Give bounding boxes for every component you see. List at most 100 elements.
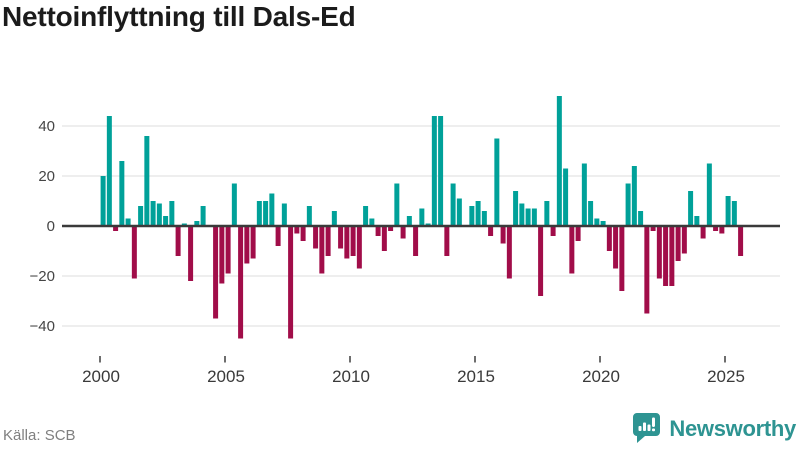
positive-bar xyxy=(119,161,125,226)
negative-bar xyxy=(619,226,625,291)
positive-bar xyxy=(513,191,519,226)
positive-bar xyxy=(594,218,600,226)
negative-bar xyxy=(188,226,194,281)
x-axis-tick-label: 2025 xyxy=(707,367,745,386)
positive-bar xyxy=(150,201,156,226)
negative-bar xyxy=(606,226,612,251)
negative-bar xyxy=(219,226,225,284)
positive-bar xyxy=(363,206,369,226)
positive-bar xyxy=(144,136,150,226)
negative-bar xyxy=(538,226,544,296)
positive-bar xyxy=(419,208,425,226)
positive-bar xyxy=(588,201,594,226)
source-note: Källa: SCB xyxy=(3,427,76,444)
x-axis-tick-label: 2015 xyxy=(457,367,495,386)
negative-bar xyxy=(613,226,619,269)
speech-bubble-shape xyxy=(633,413,661,443)
negative-bar xyxy=(656,226,662,279)
positive-bar xyxy=(688,191,694,226)
positive-bar xyxy=(438,116,444,226)
negative-bar xyxy=(675,226,681,261)
negative-bar xyxy=(350,226,356,256)
y-axis-tick-label: −40 xyxy=(30,318,55,335)
positive-bar xyxy=(556,96,562,226)
positive-bar xyxy=(231,183,237,226)
y-axis-tick-label: 40 xyxy=(38,118,55,135)
negative-bar xyxy=(738,226,744,256)
negative-bar xyxy=(213,226,219,319)
positive-bar xyxy=(106,116,112,226)
positive-bar xyxy=(694,216,700,226)
y-axis-tick-label: −20 xyxy=(30,268,55,285)
positive-bar xyxy=(544,201,550,226)
positive-bar xyxy=(581,163,587,226)
positive-bar xyxy=(125,218,131,226)
positive-bar xyxy=(394,183,400,226)
mini-bar-chart-glyph xyxy=(638,417,656,432)
brand-logo: Newsworthy xyxy=(632,412,796,445)
negative-bar xyxy=(388,226,394,231)
positive-bar xyxy=(519,203,525,226)
positive-bar xyxy=(169,201,175,226)
negative-bar xyxy=(669,226,675,286)
negative-bar xyxy=(288,226,294,339)
positive-bar xyxy=(706,163,712,226)
positive-bar xyxy=(263,201,269,226)
negative-bar xyxy=(719,226,725,234)
negative-bar xyxy=(663,226,669,286)
positive-bar xyxy=(194,221,200,226)
positive-bar xyxy=(369,218,375,226)
x-axis-tick-label: 2005 xyxy=(207,367,245,386)
negative-bar xyxy=(444,226,450,256)
positive-bar xyxy=(456,198,462,226)
negative-bar xyxy=(713,226,719,231)
y-axis-tick-label: 0 xyxy=(47,218,55,235)
positive-bar xyxy=(431,116,437,226)
positive-bar xyxy=(531,208,537,226)
positive-bar xyxy=(631,166,637,226)
positive-bar xyxy=(256,201,262,226)
negative-bar xyxy=(238,226,244,339)
positive-bar xyxy=(481,211,487,226)
negative-bar xyxy=(113,226,119,231)
positive-bar xyxy=(163,216,169,226)
positive-bar xyxy=(269,193,275,226)
negative-bar xyxy=(575,226,581,241)
negative-bar xyxy=(650,226,656,231)
positive-bar xyxy=(525,208,531,226)
negative-bar xyxy=(294,226,300,234)
negative-bar xyxy=(250,226,256,259)
negative-bar xyxy=(550,226,556,236)
positive-bar xyxy=(281,203,287,226)
negative-bar xyxy=(313,226,319,249)
positive-bar xyxy=(450,183,456,226)
negative-bar xyxy=(344,226,350,259)
negative-bar xyxy=(506,226,512,279)
negative-bar xyxy=(381,226,387,251)
negative-bar xyxy=(131,226,137,279)
positive-bar xyxy=(494,138,500,226)
negative-bar xyxy=(500,226,506,244)
x-axis-tick-label: 2000 xyxy=(82,367,120,386)
positive-bar xyxy=(475,201,481,226)
negative-bar xyxy=(275,226,281,246)
y-axis-tick-label: 20 xyxy=(38,168,55,185)
brand-name: Newsworthy xyxy=(669,415,796,441)
chart-title: Nettoinflyttning till Dals-Ed xyxy=(2,1,356,32)
positive-bar xyxy=(725,196,731,226)
negative-bar xyxy=(319,226,325,274)
positive-bar xyxy=(331,211,337,226)
negative-bar xyxy=(244,226,250,264)
positive-bar xyxy=(406,216,412,226)
negative-bar xyxy=(325,226,331,256)
negative-bar xyxy=(644,226,650,314)
positive-bar xyxy=(100,176,106,226)
negative-bar xyxy=(300,226,306,241)
positive-bar xyxy=(138,206,144,226)
newsworthy-icon xyxy=(633,413,661,443)
positive-bar xyxy=(306,206,312,226)
x-axis-tick-label: 2020 xyxy=(582,367,620,386)
positive-bar xyxy=(731,201,737,226)
